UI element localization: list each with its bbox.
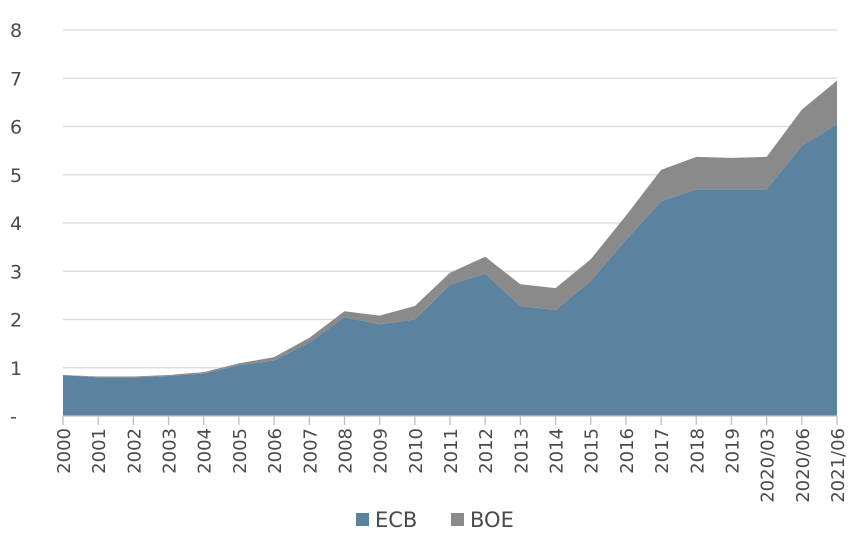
legend-swatch — [451, 513, 464, 526]
x-tick-label: 2005 — [230, 428, 251, 474]
x-tick-label: 2010 — [406, 428, 427, 474]
legend-label: BOE — [470, 508, 514, 532]
y-tick-label: 5 — [10, 165, 22, 187]
y-tick-label: 6 — [10, 117, 22, 139]
x-tick-label: 2021/06 — [828, 428, 849, 503]
legend-label: ECB — [375, 508, 417, 532]
x-tick-label: 2006 — [265, 428, 286, 474]
area-series — [63, 80, 837, 416]
x-tick-label: 2001 — [89, 428, 110, 474]
grid-lines — [63, 29, 837, 369]
legend-swatch — [356, 513, 369, 526]
y-tick-label: - — [10, 406, 17, 428]
legend-item-boe: BOE — [451, 508, 514, 532]
x-tick-label: 2004 — [195, 428, 216, 474]
legend-item-ecb: ECB — [356, 508, 417, 532]
x-tick-label: 2018 — [687, 428, 708, 474]
y-tick-label: 2 — [10, 310, 22, 332]
x-tick-label: 2007 — [300, 428, 321, 474]
x-tick-label: 2008 — [335, 428, 356, 474]
x-tick-label: 2012 — [476, 428, 497, 474]
x-tick-label: 2019 — [722, 428, 743, 474]
x-tick-label: 2009 — [371, 428, 392, 474]
x-tick-label: 2011 — [441, 428, 462, 474]
x-tick-label: 2015 — [582, 428, 603, 474]
y-axis: - 1 2 3 4 5 6 7 8 — [10, 20, 22, 428]
x-tick-label: 2014 — [547, 428, 568, 474]
x-axis: 2000 2001 2002 2003 2004 2005 2006 2007 2008 2009… — [54, 415, 849, 503]
x-tick-label: 2013 — [511, 428, 532, 474]
y-tick-label: 3 — [10, 261, 22, 283]
x-tick-label: 2002 — [124, 428, 145, 474]
x-tick-label: 2020/06 — [793, 428, 814, 503]
x-tick-label: 2017 — [652, 428, 673, 474]
area-ecb — [63, 124, 837, 416]
y-tick-label: 4 — [10, 213, 22, 235]
legend: ECB BOE — [356, 508, 514, 532]
x-tick-label: 2000 — [54, 428, 75, 474]
y-tick-label: 7 — [10, 68, 22, 90]
x-tick-label: 2020/03 — [758, 428, 779, 503]
x-tick-label: 2003 — [160, 428, 181, 474]
y-tick-label: 8 — [10, 20, 22, 42]
y-tick-label: 1 — [10, 358, 22, 380]
x-tick-label: 2016 — [617, 428, 638, 474]
